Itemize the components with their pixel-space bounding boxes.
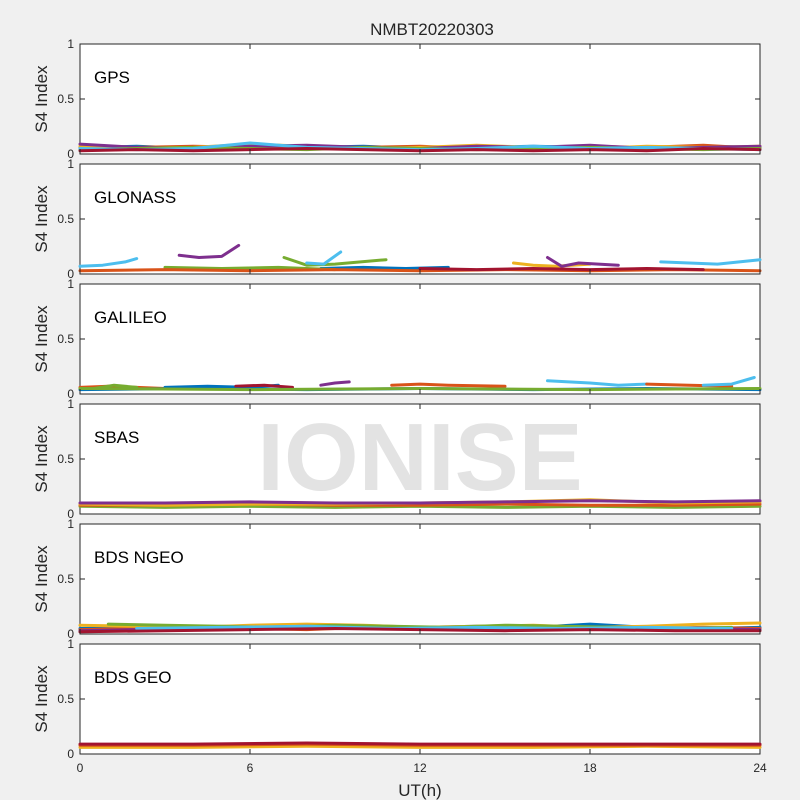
series-line-1 [78,257,139,268]
series-line-5 [319,380,351,387]
series-line-4 [234,383,294,389]
x-tick-label: 6 [247,761,254,775]
series-line-11 [78,387,762,392]
series-line-7 [546,379,649,387]
panel-sbas: 0 0.5 1 SBAS S4 Index [32,397,762,521]
y-tick-label: 0.5 [57,92,74,106]
plot-area [79,523,761,635]
y-tick-label: 0.5 [57,572,74,586]
panel-label: GALILEO [94,308,167,327]
chart-title: NMBT20220303 [370,20,494,39]
panel-label: GPS [94,68,130,87]
panel-galileo: 0 0.5 1 GALILEO S4 Index [32,277,762,401]
y-tick-label: 0 [67,147,74,161]
y-tick-label: 1 [67,157,74,171]
x-tick-label: 12 [413,761,427,775]
panel-gps: 0 0.5 1 GPS S4 Index [32,37,762,161]
panel-glonass: 0 0.5 1 GLONASS S4 Index [32,157,762,281]
plot-area [79,643,761,755]
panel-label: SBAS [94,428,139,447]
plot-area [79,283,761,395]
plot-area [79,403,761,515]
panels: 0 0.5 1 GPS S4 Index 0 0.5 1 GLONASS S4 Index 0 0.5… [32,37,767,775]
series-line-4 [305,250,343,266]
plot-area [79,163,761,275]
x-tick-label: 24 [753,761,767,775]
plot-area [79,43,761,155]
x-tick-label: 0 [77,761,84,775]
y-axis-label: S4 Index [32,185,51,253]
y-axis-label: S4 Index [32,305,51,373]
y-tick-label: 0 [67,387,74,401]
series-line-7 [546,256,620,268]
y-tick-label: 0 [67,627,74,641]
y-tick-label: 1 [67,277,74,291]
panel-label: GLONASS [94,188,176,207]
y-axis-label: S4 Index [32,545,51,613]
series-line-6 [390,382,507,388]
panel-label: BDS NGEO [94,548,184,567]
y-axis-label: S4 Index [32,665,51,733]
panel-label: BDS GEO [94,668,171,687]
series-line-4 [78,499,762,505]
series-line-6 [135,624,734,630]
series-line-9 [701,376,756,387]
y-tick-label: 0.5 [57,332,74,346]
y-tick-label: 1 [67,637,74,651]
y-tick-label: 1 [67,517,74,531]
x-tick-labels: 0 6 12 18 24 [77,761,767,775]
y-tick-label: 1 [67,37,74,51]
series-line-11 [418,267,705,272]
series-line-2 [177,243,241,259]
panel-bds-ngeo: 0 0.5 1 BDS NGEO S4 Index [32,517,762,641]
watermark: IONISE [257,404,582,511]
series-line-8 [659,258,762,266]
x-tick-label: 18 [583,761,597,775]
y-tick-label: 1 [67,397,74,411]
y-axis-label: S4 Index [32,65,51,133]
y-axis-label: S4 Index [32,425,51,493]
y-tick-label: 0 [67,507,74,521]
y-tick-label: 0 [67,747,74,761]
panel-bds-geo: 0 0.5 1 BDS GEO S4 Index [32,637,762,761]
y-tick-label: 0.5 [57,692,74,706]
x-axis-label: UT(h) [398,781,441,800]
series-line-3 [78,741,762,746]
y-tick-label: 0.5 [57,212,74,226]
y-tick-label: 0.5 [57,452,74,466]
y-tick-label: 0 [67,267,74,281]
